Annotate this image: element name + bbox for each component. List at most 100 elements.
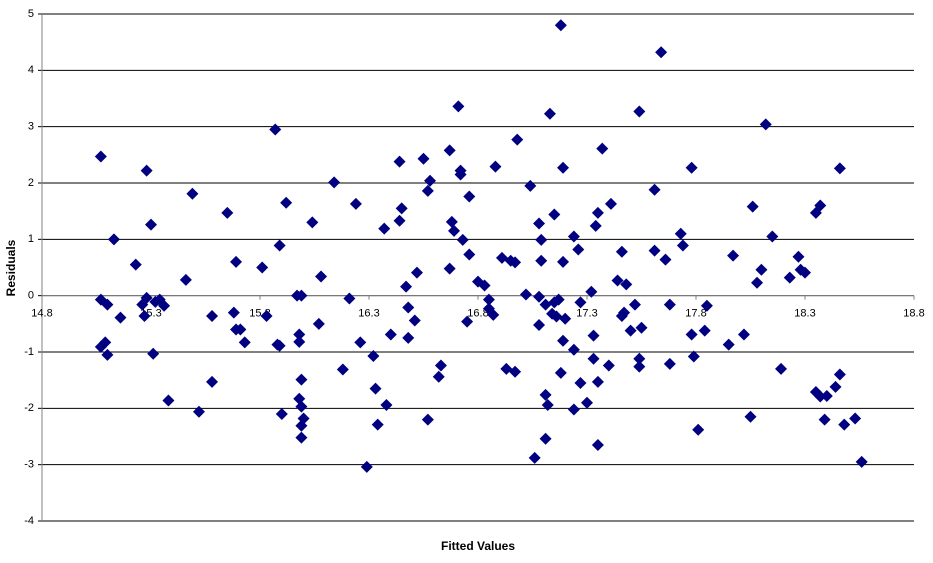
scatter-point [238, 336, 251, 349]
scatter-point [129, 258, 142, 271]
scatter-point [746, 200, 759, 213]
y-tick-label: -1 [24, 346, 34, 358]
scatter-point [548, 208, 561, 221]
scatter-point [107, 233, 120, 246]
scatter-point [400, 280, 413, 293]
scatter-point [539, 388, 552, 401]
scatter-point [489, 160, 502, 173]
scatter-point [674, 227, 687, 240]
scatter-point [838, 418, 851, 431]
scatter-point [567, 403, 580, 416]
scatter-point [260, 309, 273, 322]
scatter-point [360, 460, 373, 473]
scatter-point [519, 288, 532, 301]
scatter-point [855, 455, 868, 468]
scatter-point [820, 389, 833, 402]
scatter-point [541, 398, 554, 411]
scatter-point [775, 362, 788, 375]
scatter-point [543, 107, 556, 120]
scatter-point [849, 412, 862, 425]
scatter-point [162, 394, 175, 407]
scatter-point [138, 309, 151, 322]
scatter-point [349, 197, 362, 210]
scatter-point [295, 431, 308, 444]
scatter-point [635, 321, 648, 334]
scatter-point [509, 365, 522, 378]
scatter-point [766, 230, 779, 243]
scatter-point [454, 168, 467, 181]
scatter-point [354, 336, 367, 349]
scatter-point [230, 255, 243, 268]
scatter-point [147, 347, 160, 360]
scatter-point [700, 299, 713, 312]
scatter-point [256, 261, 269, 274]
scatter-point [395, 202, 408, 215]
y-tick-label: 2 [28, 177, 34, 189]
scatter-point [402, 331, 415, 344]
scatter-point [589, 219, 602, 232]
scatter-point [554, 19, 567, 32]
y-tick-label: -4 [24, 515, 34, 527]
x-tick-label: 14.8 [31, 308, 52, 320]
scatter-point [393, 155, 406, 168]
scatter-point [687, 350, 700, 363]
scatter-point [478, 279, 491, 292]
scatter-point [378, 222, 391, 235]
scatter-point [482, 293, 495, 306]
y-axis-title: Residuals [4, 239, 18, 296]
scatter-point [535, 233, 548, 246]
y-tick-label: 3 [28, 121, 34, 133]
scatter-point [533, 217, 546, 230]
scatter-point [554, 366, 567, 379]
scatter-point [421, 413, 434, 426]
scatter-point [206, 309, 219, 322]
scatter-point [633, 360, 646, 373]
scatter-point [559, 312, 572, 325]
scatter-point [192, 405, 205, 418]
scatter-point [293, 335, 306, 348]
scatter-point [550, 310, 563, 323]
scatter-point [620, 278, 633, 291]
scatter-point [463, 248, 476, 261]
scatter-point [574, 376, 587, 389]
x-tick-label: 17.8 [685, 308, 706, 320]
scatter-point [792, 250, 805, 263]
scatter-point [663, 357, 676, 370]
y-tick-label: -3 [24, 459, 34, 471]
scatter-point [557, 161, 570, 174]
scatter-point [463, 190, 476, 203]
scatter-point [676, 239, 689, 252]
scatter-point [99, 336, 112, 349]
scatter-point [692, 423, 705, 436]
scatter-point [295, 373, 308, 386]
scatter-point [297, 412, 310, 425]
scatter-point [371, 418, 384, 431]
scatter-point [591, 438, 604, 451]
scatter-point [275, 407, 288, 420]
x-tick-label: 16.8 [467, 308, 488, 320]
scatter-point [727, 249, 740, 262]
x-tick-label: 18.3 [794, 308, 815, 320]
scatter-point [336, 363, 349, 376]
scatter-point [234, 323, 247, 336]
scatter-point [315, 270, 328, 283]
scatter-point [179, 273, 192, 286]
scatter-point [722, 338, 735, 351]
scatter-point [456, 233, 469, 246]
scatter-point [624, 324, 637, 337]
scatter-point [417, 152, 430, 165]
scatter-point [432, 370, 445, 383]
scatter-point [751, 276, 764, 289]
scatter-point [280, 196, 293, 209]
scatter-point [615, 245, 628, 258]
scatter-point [384, 328, 397, 341]
x-tick-label: 16.3 [358, 308, 379, 320]
scatter-point [585, 285, 598, 298]
scatter-point [655, 46, 668, 59]
y-tick-label: 1 [28, 233, 34, 245]
scatter-point [539, 432, 552, 445]
scatter-point [380, 398, 393, 411]
scatter-point [759, 118, 772, 131]
x-axis-title: Fitted Values [441, 539, 515, 553]
scatter-point [273, 339, 286, 352]
